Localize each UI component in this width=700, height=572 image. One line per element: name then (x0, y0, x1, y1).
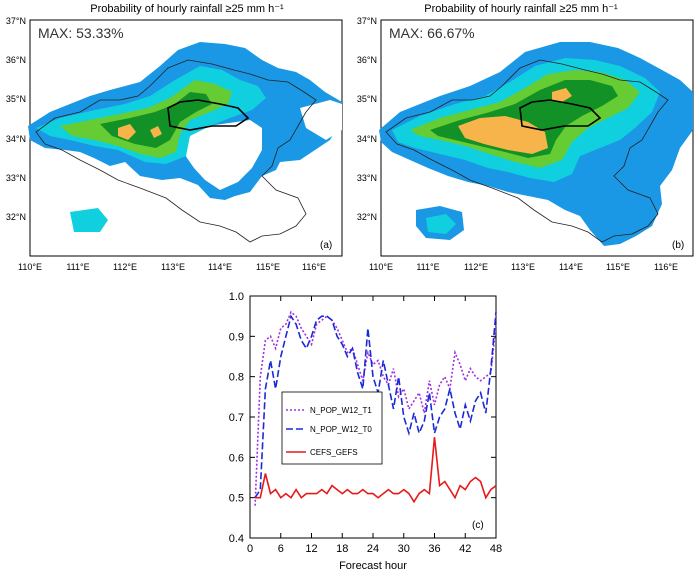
y-tick-label: 0.5 (229, 493, 244, 505)
panel-a-gap (185, 120, 262, 190)
panel-b-lat-35: 35°N (357, 94, 377, 104)
panel-a-lat-35: 35°N (6, 94, 26, 104)
y-tick-label: 1.0 (229, 291, 244, 303)
x-tick-label: 0 (247, 543, 253, 555)
legend-label-t0: N_POP_W12_T0 (310, 425, 372, 434)
panel-c: 0.4 0.5 0.6 0.7 0.8 0.9 1.0 0 6 12 18 24 30 36 42 48 N… (229, 291, 502, 572)
x-tick-label: 48 (490, 543, 502, 555)
panel-a-lat-36: 36°N (6, 55, 26, 65)
panel-a-orange-area-2 (150, 126, 162, 138)
panel-b-title: Probability of hourly rainfall ≥25 mm h⁻… (424, 3, 618, 15)
y-tick-label: 0.9 (229, 331, 244, 343)
chart-panel-label: (c) (472, 520, 484, 531)
panel-b-lon-114: 114°E (559, 262, 583, 272)
panel-a-title: Probability of hourly rainfall ≥25 mm h⁻… (90, 3, 284, 15)
chart-y-axis: 0.4 0.5 0.6 0.7 0.8 0.9 1.0 (229, 291, 496, 545)
panel-b-lat-ticks: 37°N 36°N 35°N 34°N 33°N 32°N (357, 16, 377, 222)
panel-b-lat-37: 37°N (357, 16, 377, 26)
panel-a-lat-34: 34°N (6, 134, 26, 144)
panel-b-lat-33: 33°N (357, 173, 377, 183)
panel-a-lat-33: 33°N (6, 173, 26, 183)
x-tick-label: 12 (305, 543, 317, 555)
panel-a-basin-boundary (167, 99, 250, 131)
panel-a-lat-32: 32°N (6, 212, 26, 222)
legend-label-cefs: CEFS_GEFS (310, 448, 358, 457)
panel-b: Probability of hourly rainfall ≥25 mm h⁻… (357, 3, 694, 272)
panel-a-lon-112: 112°E (113, 262, 137, 272)
panel-a-cyan-patch (70, 208, 108, 232)
x-tick-label: 30 (398, 543, 410, 555)
panel-a-label: (a) (320, 240, 332, 251)
panel-b-max-label: MAX: 66.67% (389, 25, 475, 41)
panel-a-lon-114: 114°E (208, 262, 232, 272)
panel-b-province-boundary (385, 59, 669, 243)
panel-a-lon-116: 116°E (302, 262, 326, 272)
x-tick-label: 42 (459, 543, 471, 555)
panel-b-lat-32: 32°N (357, 212, 377, 222)
y-tick-label: 0.4 (229, 533, 244, 545)
panel-a-gap-2 (300, 100, 342, 140)
panel-a-lon-111: 111°E (66, 262, 89, 272)
panel-a-max-label: MAX: 53.33% (38, 25, 124, 41)
chart-legend: N_POP_W12_T1 N_POP_W12_T0 CEFS_GEFS (281, 391, 383, 465)
panel-b-lon-113: 113°E (511, 262, 535, 272)
panel-b-lon-ticks: 110°E 111°E 112°E 113°E 114°E 115°E 116°… (369, 262, 678, 272)
chart-x-label: Forecast hour (339, 560, 407, 572)
chart-series-lines (254, 310, 497, 506)
x-tick-label: 36 (428, 543, 440, 555)
panel-b-lon-111: 111°E (416, 262, 439, 272)
panel-b-lon-115: 115°E (606, 262, 630, 272)
panel-a-lat-37: 37°N (6, 16, 26, 26)
panel-a-lon-113: 113°E (161, 262, 185, 272)
legend-label-t1: N_POP_W12_T1 (310, 406, 372, 415)
x-tick-label: 18 (336, 543, 348, 555)
panel-b-lat-34: 34°N (357, 134, 377, 144)
panel-a-lat-ticks: 37°N 36°N 35°N 34°N 33°N 32°N (6, 16, 26, 222)
y-tick-label: 0.8 (229, 372, 244, 384)
panel-a-rain-field (28, 42, 342, 232)
series-line-n-pop-w12-t0 (254, 312, 497, 499)
panel-b-cyan-patch (426, 214, 456, 234)
x-tick-label: 24 (367, 543, 379, 555)
panel-b-lon-110: 110°E (369, 262, 393, 272)
panel-b-lon-112: 112°E (464, 262, 488, 272)
panel-b-orange-area (458, 116, 548, 154)
panel-a-boundaries (35, 59, 317, 243)
panel-a-lon-ticks: 110°E 111°E 112°E 113°E 114°E 115°E 116°… (18, 262, 326, 272)
panel-a-province-boundary (35, 59, 317, 243)
y-tick-label: 0.7 (229, 412, 244, 424)
panel-a-lon-115: 115°E (256, 262, 280, 272)
panel-b-boundaries (385, 59, 669, 243)
panel-a: Probability of hourly rainfall ≥25 mm h⁻… (6, 3, 343, 272)
panel-a-lon-110: 110°E (18, 262, 42, 272)
series-line-cefs-gefs (255, 437, 497, 504)
panel-b-lon-116: 116°E (654, 262, 678, 272)
panel-b-lat-36: 36°N (357, 55, 377, 65)
y-tick-label: 0.6 (229, 452, 244, 464)
panel-b-orange-area-2 (552, 88, 572, 102)
x-tick-label: 6 (278, 543, 284, 555)
panel-b-basin-boundary (519, 99, 602, 131)
panel-b-label: (b) (672, 240, 684, 251)
panel-a-orange-area (118, 124, 136, 140)
panel-b-rain-field (379, 42, 693, 246)
chart-x-axis: 0 6 12 18 24 30 36 42 48 (247, 296, 502, 555)
